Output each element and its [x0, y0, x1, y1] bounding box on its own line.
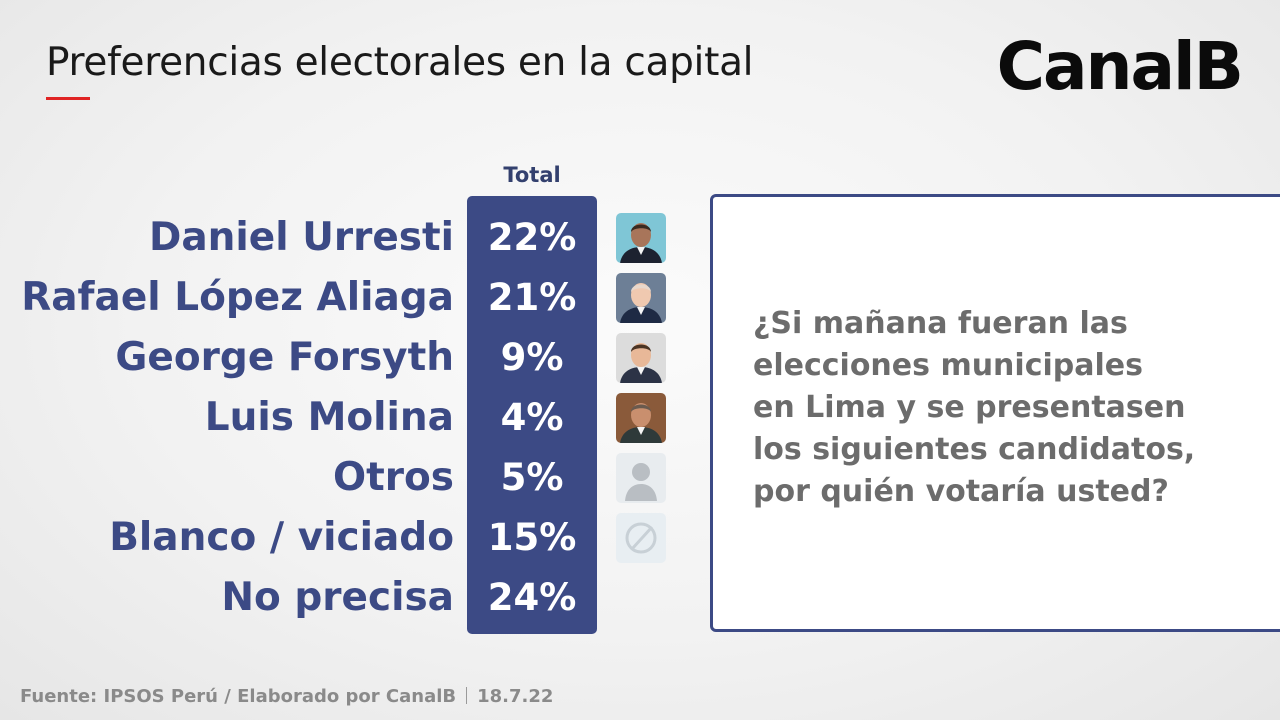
row-value: 22% [487, 216, 577, 259]
row-value: 15% [487, 516, 577, 559]
chart-title: Preferencias electorales en la capital [46, 40, 754, 85]
brand-logo: CanalB [996, 28, 1244, 105]
candidate-photo [616, 213, 666, 263]
row-value: 24% [487, 576, 577, 619]
candidate-photo [616, 333, 666, 383]
row-label: No precisa [221, 575, 454, 620]
candidate-photo [616, 393, 666, 443]
row-label: Luis Molina [204, 395, 454, 440]
row-label: Blanco / viciado [109, 515, 454, 560]
source-text: Fuente: IPSOS Perú / Elaborado por Canal… [20, 686, 457, 707]
row-value: 4% [500, 396, 564, 439]
title-accent-line [46, 97, 90, 100]
source-date: 18.7.22 [477, 686, 554, 707]
column-header-total: Total [503, 163, 561, 187]
survey-question: ¿Si mañana fueran las elecciones municip… [753, 306, 1196, 509]
null-vote-icon [616, 513, 666, 563]
footer-divider [466, 687, 468, 704]
row-value: 9% [500, 336, 564, 379]
row-value: 21% [487, 276, 577, 319]
row-label: Daniel Urresti [148, 215, 454, 260]
row-label: George Forsyth [115, 335, 454, 380]
question-box [710, 194, 1280, 632]
total-column-background [467, 196, 597, 634]
row-label: Otros [332, 455, 454, 500]
source-footer: Fuente: IPSOS Perú / Elaborado por Canal… [20, 686, 553, 707]
row-label: Rafael López Aliaga [21, 275, 454, 320]
candidate-photo [616, 273, 666, 323]
row-value: 5% [500, 456, 564, 499]
generic-person-icon [616, 453, 666, 503]
